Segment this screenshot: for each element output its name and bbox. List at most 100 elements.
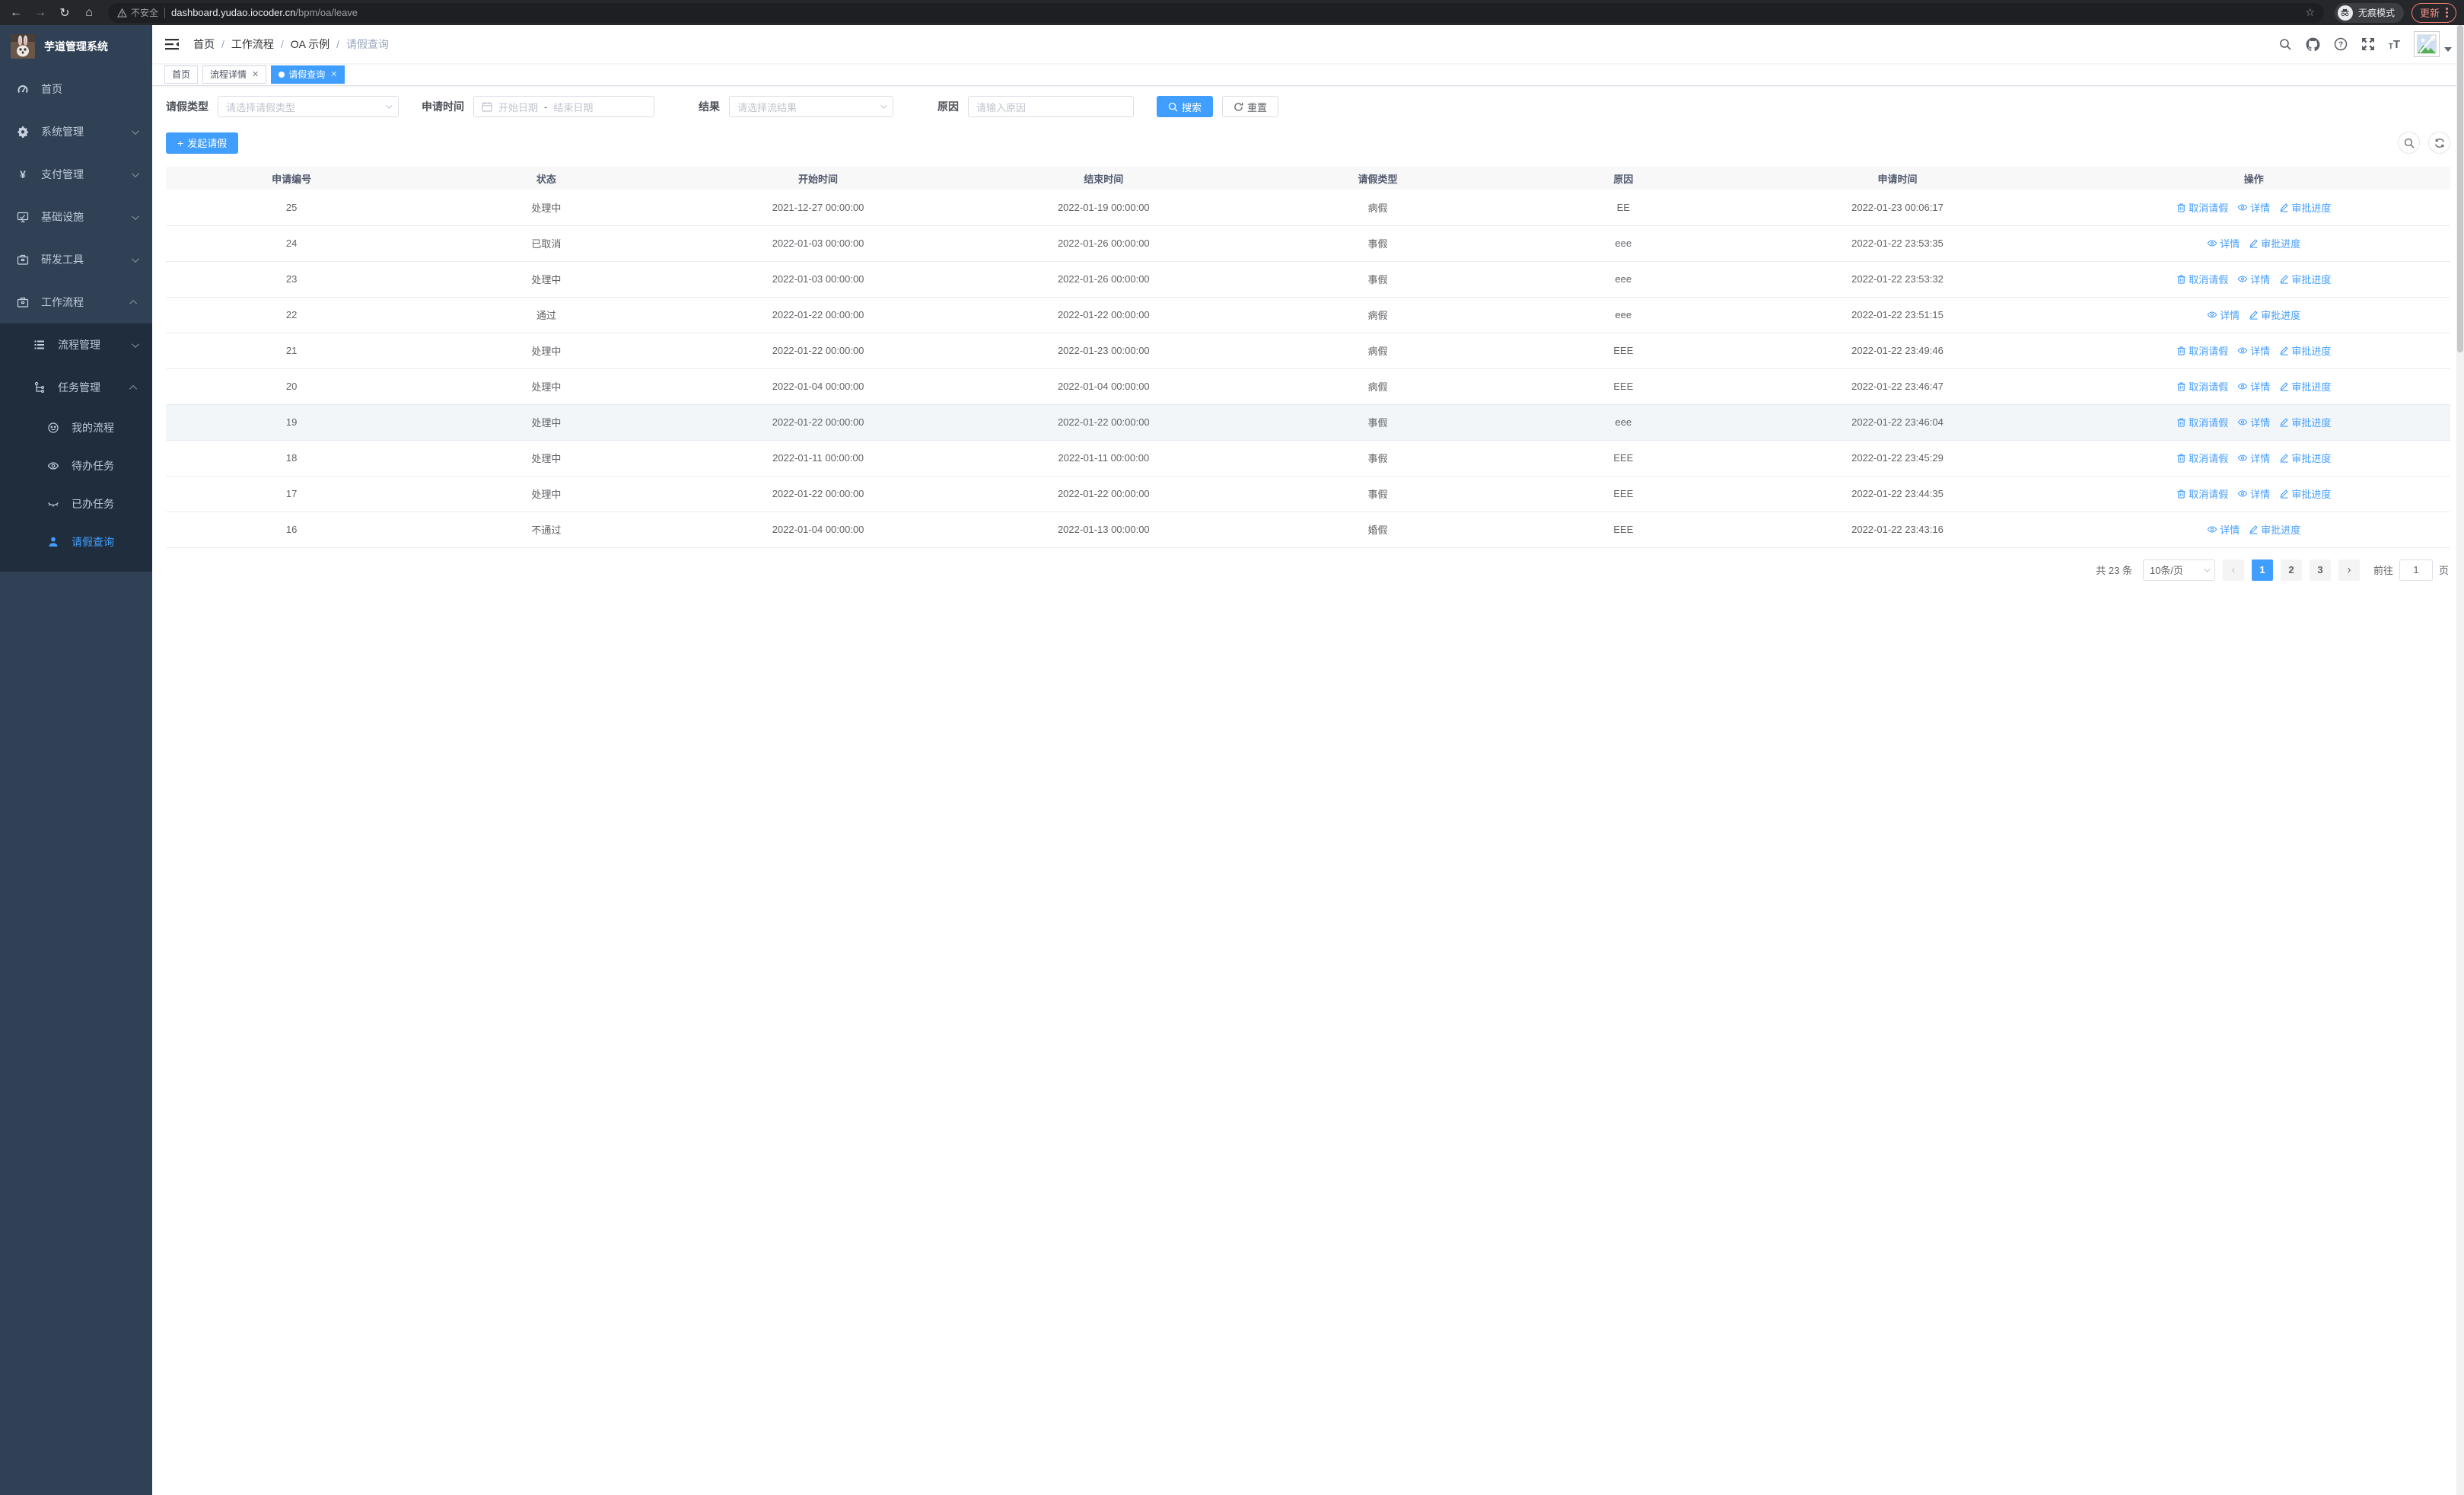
breadcrumb-item[interactable]: OA 示例 <box>290 38 330 50</box>
search-button[interactable]: 搜索 <box>1157 96 1214 117</box>
create-leave-button[interactable]: + 发起请假 <box>166 132 239 154</box>
approval-progress-link[interactable]: 审批进度 <box>2279 415 2331 429</box>
sidebar-item-工作流程[interactable]: 工作流程 <box>0 281 152 324</box>
page-button-3[interactable]: 3 <box>2309 559 2331 581</box>
page-scrollbar[interactable] <box>2456 25 2464 1495</box>
page-button-2[interactable]: 2 <box>2280 559 2302 581</box>
prev-page-button[interactable]: ‹ <box>2222 559 2244 581</box>
approval-progress-link[interactable]: 审批进度 <box>2279 451 2331 465</box>
browser-menu-icon[interactable] <box>2446 8 2448 18</box>
header-search-icon[interactable] <box>2279 38 2292 51</box>
sidebar-item-支付管理[interactable]: ¥ 支付管理 <box>0 153 152 196</box>
cancel-leave-link[interactable]: 取消请假 <box>2176 343 2228 358</box>
cell-type: 事假 <box>1246 476 1510 512</box>
next-page-button[interactable]: › <box>2338 559 2360 581</box>
detail-link[interactable]: 详情 <box>2237 451 2270 465</box>
user-avatar[interactable] <box>2414 31 2440 57</box>
cell-status: 处理中 <box>417 333 676 369</box>
sidebar-item-已办任务[interactable]: 已办任务 <box>0 485 152 523</box>
sidebar-item-系统管理[interactable]: 系统管理 <box>0 110 152 153</box>
github-icon[interactable] <box>2306 37 2320 52</box>
sidebar-collapse-icon[interactable] <box>164 36 181 53</box>
approval-progress-link[interactable]: 审批进度 <box>2249 236 2300 250</box>
approval-progress-link[interactable]: 审批进度 <box>2249 308 2300 322</box>
leave-type-select[interactable]: 请选择请假类型 <box>218 96 399 117</box>
reset-button[interactable]: 重置 <box>1222 96 1279 117</box>
sidebar-item-基础设施[interactable]: 基础设施 <box>0 196 152 238</box>
cancel-leave-link[interactable]: 取消请假 <box>2176 486 2228 501</box>
approval-progress-link[interactable]: 审批进度 <box>2249 522 2300 537</box>
cancel-leave-link[interactable]: 取消请假 <box>2176 200 2228 215</box>
detail-link[interactable]: 详情 <box>2237 343 2270 358</box>
cancel-leave-link[interactable]: 取消请假 <box>2176 415 2228 429</box>
url-text[interactable]: dashboard.yudao.iocoder.cn/bpm/oa/leave <box>171 7 358 18</box>
column-header: 申请编号 <box>166 167 418 190</box>
browser-update-button[interactable]: 更新 <box>2411 2 2456 23</box>
fullscreen-icon[interactable] <box>2361 37 2375 51</box>
browser-back-icon[interactable]: ← <box>10 5 22 19</box>
tab-流程详情[interactable]: 流程详情 ✕ <box>202 65 267 84</box>
approval-progress-link[interactable]: 审批进度 <box>2279 200 2331 215</box>
sidebar-item-label: 工作流程 <box>41 296 84 308</box>
sidebar-item-待办任务[interactable]: 待办任务 <box>0 447 152 485</box>
approval-progress-link[interactable]: 审批进度 <box>2279 272 2331 286</box>
chevron-up-icon <box>129 384 138 393</box>
breadcrumb-item[interactable]: 首页 <box>193 38 215 50</box>
close-icon[interactable]: ✕ <box>330 70 338 79</box>
cancel-leave-link[interactable]: 取消请假 <box>2176 379 2228 394</box>
sidebar-item-首页[interactable]: 首页 <box>0 68 152 110</box>
column-header: 原因 <box>1509 167 1738 190</box>
detail-link[interactable]: 详情 <box>2237 415 2270 429</box>
detail-link[interactable]: 详情 <box>2237 272 2270 286</box>
plus-icon: + <box>177 136 184 149</box>
approval-progress-link[interactable]: 审批进度 <box>2279 486 2331 501</box>
apply-date-range-picker[interactable]: 开始日期 - 结束日期 <box>473 96 654 117</box>
refresh-table-button[interactable] <box>2428 132 2450 154</box>
approval-progress-link[interactable]: 审批进度 <box>2279 379 2331 394</box>
user-menu[interactable] <box>2414 31 2452 57</box>
page-button-1[interactable]: 1 <box>2251 559 2273 581</box>
not-secure-warning[interactable]: 不安全 <box>117 6 158 19</box>
sidebar-item-任务管理[interactable]: 任务管理 <box>0 366 152 409</box>
cell-type: 婚假 <box>1246 512 1510 548</box>
cancel-leave-link[interactable]: 取消请假 <box>2176 272 2228 286</box>
detail-link[interactable]: 详情 <box>2207 522 2240 537</box>
refresh-icon <box>1234 102 1243 111</box>
cancel-leave-link[interactable]: 取消请假 <box>2176 451 2228 465</box>
approval-progress-link[interactable]: 审批进度 <box>2279 343 2331 358</box>
goto-page-input[interactable]: 1 <box>2399 559 2433 581</box>
sidebar-item-研发工具[interactable]: 研发工具 <box>0 238 152 281</box>
browser-reload-icon[interactable]: ↻ <box>59 6 70 20</box>
scrollbar-thumb[interactable] <box>2457 25 2463 352</box>
detail-link[interactable]: 详情 <box>2237 486 2270 501</box>
toggle-search-button[interactable] <box>2398 132 2420 154</box>
tab-首页[interactable]: 首页 <box>164 65 199 84</box>
bookmark-star-icon[interactable]: ☆ <box>2305 6 2315 18</box>
detail-link[interactable]: 详情 <box>2237 200 2270 215</box>
sidebar-item-请假查询[interactable]: 请假查询 <box>0 523 152 561</box>
close-icon[interactable]: ✕ <box>252 70 259 79</box>
svg-text:¥: ¥ <box>20 168 26 180</box>
goto-label: 前往 <box>2373 565 2393 576</box>
tab-请假查询[interactable]: 请假查询 ✕ <box>271 65 345 84</box>
detail-link[interactable]: 详情 <box>2207 236 2240 250</box>
breadcrumb-item[interactable]: 工作流程 <box>231 38 274 50</box>
result-select[interactable]: 请选择流结果 <box>729 96 893 117</box>
not-secure-label: 不安全 <box>131 8 159 18</box>
search-icon <box>2404 138 2414 148</box>
reason-input[interactable]: 请输入原因 <box>968 96 1134 117</box>
page-size-select[interactable]: 10条/页 <box>2142 559 2215 581</box>
chevron-down-icon <box>2204 565 2211 572</box>
sidebar-item-我的流程[interactable]: 我的流程 <box>0 409 152 447</box>
address-separator <box>164 7 166 18</box>
help-icon[interactable]: ? <box>2334 37 2348 51</box>
detail-link[interactable]: 详情 <box>2207 308 2240 322</box>
app-logo[interactable]: 芋道管理系统 <box>0 25 152 68</box>
browser-forward-icon[interactable]: → <box>34 5 46 19</box>
detail-link[interactable]: 详情 <box>2237 379 2270 394</box>
address-bar[interactable]: 不安全 dashboard.yudao.iocoder.cn/bpm/oa/le… <box>108 2 2324 23</box>
browser-home-icon[interactable]: ⌂ <box>85 5 93 19</box>
sidebar-item-流程管理[interactable]: 流程管理 <box>0 324 152 366</box>
cell-apply-time: 2022-01-22 23:49:46 <box>1737 333 2058 369</box>
